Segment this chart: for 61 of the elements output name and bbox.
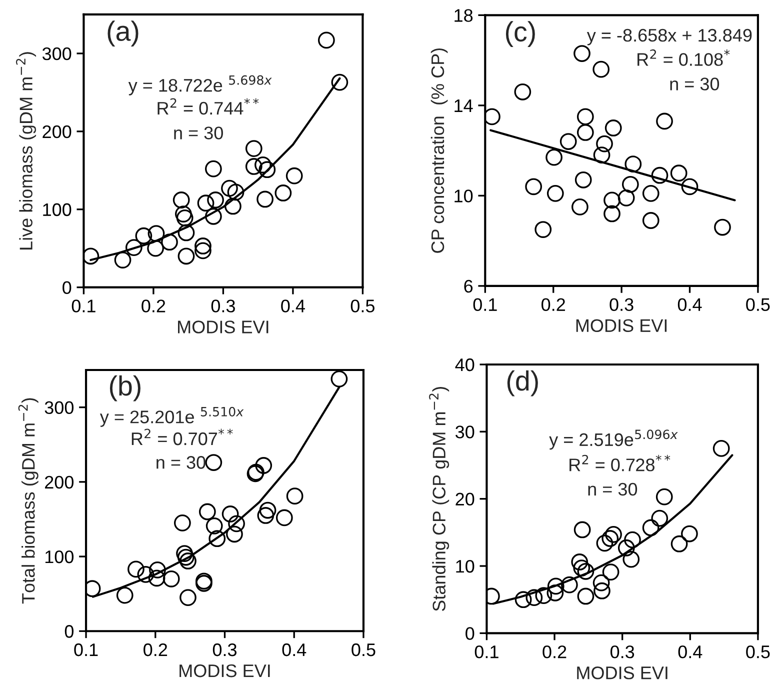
y-axis-title: Total biomass (gDM m$^{−2}$) [18, 398, 38, 604]
y-tick-label: 10 [456, 560, 474, 573]
y-tick-label: 18 [454, 9, 473, 22]
y-tick-label: 100 [45, 550, 74, 564]
annotation: y = 2.519e$^{5.096x}$ [549, 430, 678, 450]
y-tick-label: 6 [464, 280, 473, 293]
annotation: y = -8.658x + 13.849 [586, 28, 752, 46]
x-tick-label: 0.3 [610, 645, 634, 658]
annotation: n = 30 [174, 126, 223, 140]
x-tick-label: 0.1 [474, 645, 498, 658]
annotation: y = 18.722e $^{5.698x}$ [128, 75, 272, 96]
annotation: (b) [110, 375, 140, 402]
y-tick-label: 100 [43, 203, 72, 216]
x-tick-label: 0.4 [282, 643, 306, 656]
y-tick-label: 0 [62, 281, 72, 294]
x-axis-title: MODIS EVI [577, 666, 668, 680]
x-tick-label: 0.1 [473, 298, 497, 312]
annotation: (d) [507, 370, 538, 396]
y-tick-label: 14 [454, 100, 473, 112]
y-axis-title: CP concentration (% CP) [430, 48, 448, 253]
x-tick-label: 0.3 [212, 643, 237, 656]
annotation: (a) [108, 20, 138, 46]
y-tick-label: 0 [466, 627, 474, 640]
y-tick-label: 300 [44, 401, 74, 414]
x-tick-label: 0.3 [610, 298, 634, 312]
y-tick-label: 0 [64, 625, 74, 638]
x-axis-title: MODIS EVI [178, 320, 268, 334]
y-tick-label: 40 [455, 358, 474, 372]
x-tick-label: 0.4 [281, 300, 305, 312]
x-tick-label: 0.5 [746, 645, 770, 658]
y-tick-label: 20 [456, 492, 474, 506]
x-tick-label: 0.2 [542, 298, 565, 312]
x-axis-title: MODIS EVI [180, 664, 270, 678]
annotation: R$^{2}$ = 0.707$^{**}$ [132, 428, 233, 446]
x-tick-label: 0.3 [211, 300, 235, 312]
x-tick-label: 0.5 [350, 300, 374, 312]
y-tick-label: 300 [42, 47, 72, 60]
y-tick-label: 200 [42, 125, 72, 138]
y-tick-label: 30 [456, 426, 474, 438]
x-tick-label: 0.1 [74, 643, 98, 656]
x-tick-label: 0.5 [746, 298, 770, 312]
annotation: (c) [506, 21, 535, 48]
y-tick-label: 10 [454, 190, 473, 202]
x-tick-label: 0.2 [144, 643, 168, 656]
x-tick-label: 0.1 [72, 300, 96, 312]
y-axis-title: Standing CP (CP gDM m$^{−2}$) [429, 386, 450, 612]
annotation: R$^{2}$ = 0.728$^{**}$ [570, 454, 670, 472]
annotation: R$^{2}$ = 0.744$^{**}$ [158, 98, 259, 115]
x-tick-label: 0.5 [352, 643, 376, 656]
annotation: n = 30 [156, 456, 206, 469]
y-tick-label: 200 [45, 476, 74, 489]
y-axis-title: Live biomass (gDM m$^{−2}$) [16, 52, 36, 250]
x-tick-label: 0.2 [142, 300, 166, 312]
x-tick-label: 0.4 [678, 645, 702, 658]
x-tick-label: 0.2 [542, 645, 566, 658]
annotation: n = 30 [588, 482, 638, 496]
annotation: n = 30 [670, 78, 720, 90]
x-axis-title: MODIS EVI [576, 319, 667, 332]
annotation: y = 25.201e $^{5.510x}$ [100, 406, 244, 427]
x-tick-label: 0.4 [678, 298, 702, 312]
annotation: R$^{2}$ = 0.108$^{*}$ [638, 49, 730, 66]
